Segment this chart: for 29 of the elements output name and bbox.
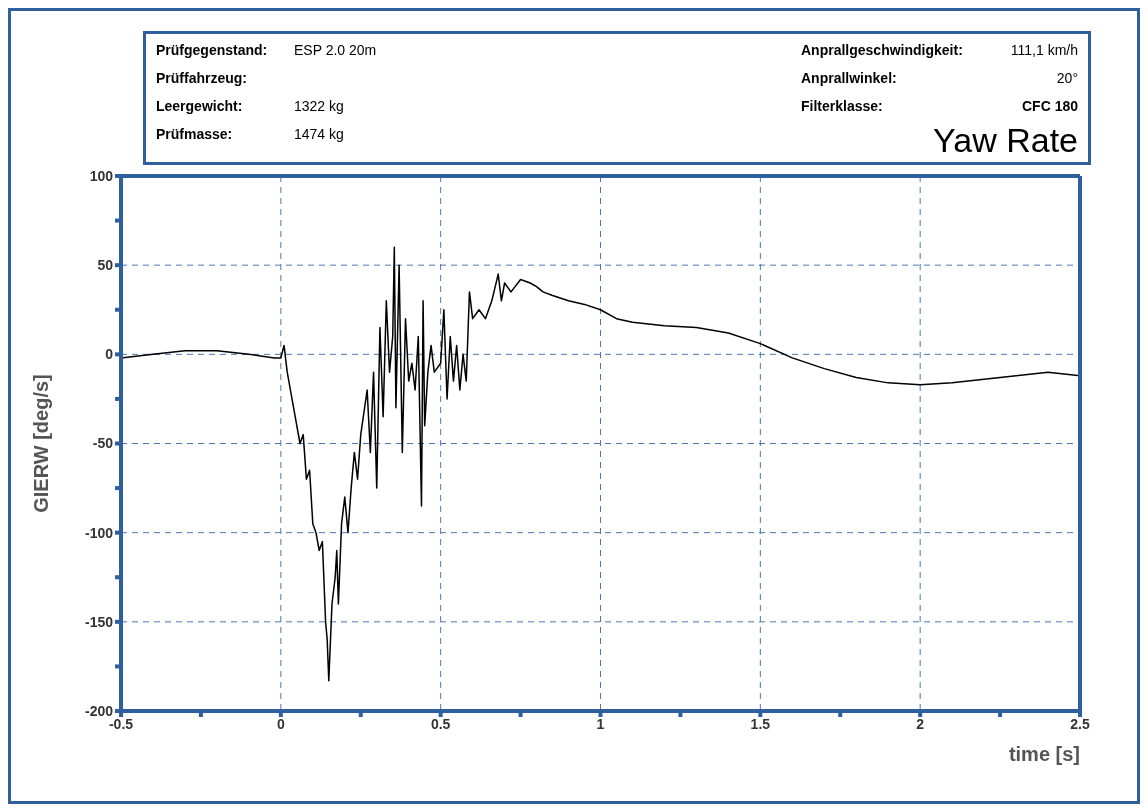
x-tick-label: 2: [916, 715, 925, 732]
text: CFC 180: [1021, 98, 1078, 114]
text: Filterklasse:: [801, 98, 883, 114]
text: Anprallwinkel:: [801, 70, 897, 86]
text: Prüfgegenstand:: [156, 42, 268, 58]
x-tick-label: 0.5: [430, 715, 451, 732]
y-tick-label: 100: [89, 167, 114, 184]
text: 20°: [1056, 70, 1078, 86]
text: 111,1 km/h: [1010, 42, 1078, 58]
chart-title: Yaw Rate: [933, 121, 1078, 160]
text: Anprallgeschwindigkeit:: [801, 42, 963, 58]
line-series: [121, 246, 1080, 682]
y-tick-label: 50: [97, 257, 114, 274]
text: 1322 kg: [294, 98, 344, 114]
y-tick-label: -50: [92, 435, 114, 452]
text: 1474 kg: [294, 126, 344, 142]
y-axis-title: GIERW [deg/s]: [30, 374, 53, 513]
y-tick-label: 0: [105, 346, 114, 363]
text: Prüffahrzeug:: [156, 70, 247, 86]
x-tick-label: 1: [596, 715, 605, 732]
x-tick-label: 0: [276, 715, 285, 732]
text: Prüfmasse:: [156, 126, 233, 142]
y-tick-label: -100: [84, 524, 114, 541]
x-axis-title: time [s]: [1008, 743, 1080, 765]
y-tick-label: -150: [84, 613, 114, 630]
text: Leergewicht:: [156, 98, 243, 114]
text: ESP 2.0 20m: [294, 42, 377, 58]
x-tick-label: 1.5: [750, 715, 771, 732]
x-tick-label: 2.5: [1070, 715, 1090, 732]
